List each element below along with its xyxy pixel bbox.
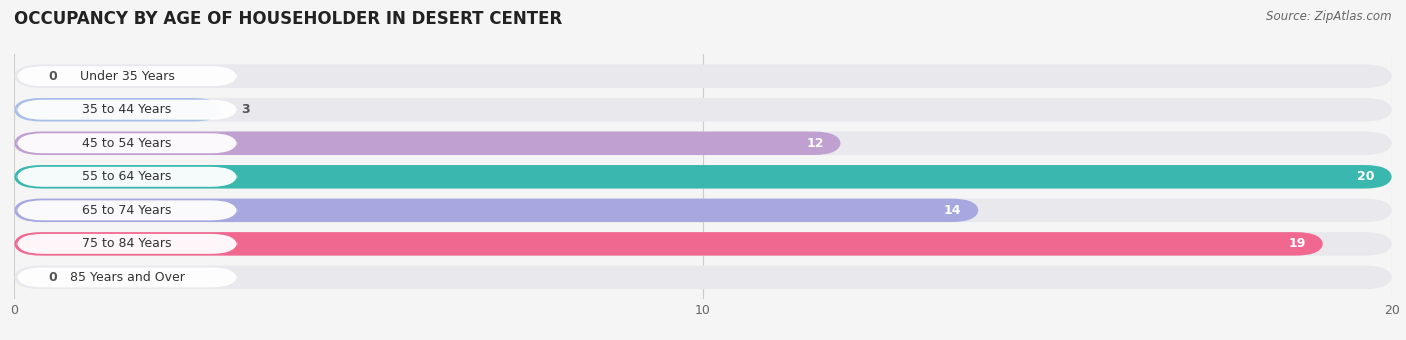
- FancyBboxPatch shape: [14, 98, 1392, 121]
- FancyBboxPatch shape: [14, 132, 1392, 155]
- FancyBboxPatch shape: [14, 165, 1392, 189]
- FancyBboxPatch shape: [14, 98, 221, 121]
- FancyBboxPatch shape: [14, 165, 1392, 189]
- Text: 0: 0: [48, 271, 58, 284]
- Text: 35 to 44 Years: 35 to 44 Years: [83, 103, 172, 116]
- FancyBboxPatch shape: [14, 132, 841, 155]
- Text: OCCUPANCY BY AGE OF HOUSEHOLDER IN DESERT CENTER: OCCUPANCY BY AGE OF HOUSEHOLDER IN DESER…: [14, 10, 562, 28]
- FancyBboxPatch shape: [17, 133, 238, 153]
- FancyBboxPatch shape: [14, 65, 1392, 88]
- Text: 85 Years and Over: 85 Years and Over: [70, 271, 184, 284]
- Text: 65 to 74 Years: 65 to 74 Years: [83, 204, 172, 217]
- Text: 14: 14: [943, 204, 962, 217]
- Text: 45 to 54 Years: 45 to 54 Years: [83, 137, 172, 150]
- FancyBboxPatch shape: [17, 268, 238, 287]
- Text: 75 to 84 Years: 75 to 84 Years: [83, 237, 172, 250]
- Text: 3: 3: [242, 103, 250, 116]
- FancyBboxPatch shape: [17, 100, 238, 120]
- FancyBboxPatch shape: [14, 199, 1392, 222]
- Text: 20: 20: [1357, 170, 1375, 183]
- FancyBboxPatch shape: [17, 200, 238, 220]
- FancyBboxPatch shape: [14, 266, 1392, 289]
- Text: 55 to 64 Years: 55 to 64 Years: [83, 170, 172, 183]
- FancyBboxPatch shape: [17, 234, 238, 254]
- FancyBboxPatch shape: [17, 66, 238, 86]
- Text: 0: 0: [48, 70, 58, 83]
- FancyBboxPatch shape: [14, 232, 1323, 256]
- Text: 12: 12: [806, 137, 824, 150]
- Text: Source: ZipAtlas.com: Source: ZipAtlas.com: [1267, 10, 1392, 23]
- FancyBboxPatch shape: [17, 167, 238, 187]
- FancyBboxPatch shape: [14, 232, 1392, 256]
- FancyBboxPatch shape: [14, 199, 979, 222]
- Text: 19: 19: [1288, 237, 1306, 250]
- Text: Under 35 Years: Under 35 Years: [80, 70, 174, 83]
